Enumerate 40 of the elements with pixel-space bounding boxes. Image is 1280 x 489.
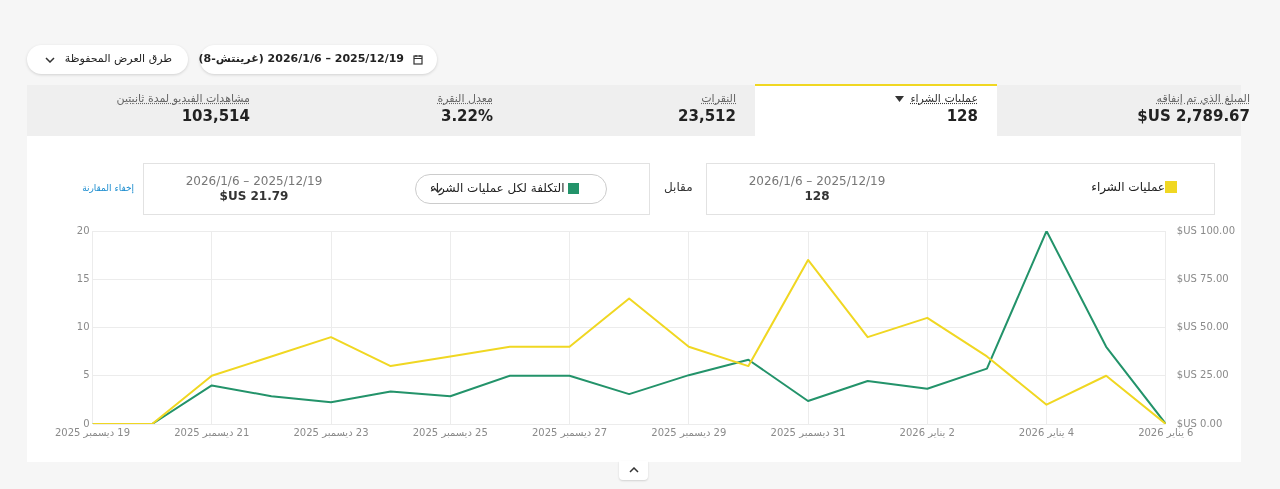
- y-tick-label: 10: [76, 321, 90, 333]
- text: 128: [803, 189, 831, 203]
- text: 23,512: [677, 107, 736, 125]
- x-tick-label: 6 يناير 2026: [1138, 426, 1194, 438]
- y2-tick-label: 100.00 US$: [1176, 224, 1236, 236]
- y-tick-label: 0: [83, 417, 90, 429]
- x-tick-label: 19 ديسمبر 2025: [54, 426, 131, 438]
- text: طرق العرض المحفوظة: [63, 52, 172, 65]
- text: 2025/12/19 – 2026/1/6: [747, 174, 887, 188]
- text: 3.22%: [439, 107, 493, 125]
- text: النقرات: [700, 92, 736, 105]
- y2-tick-label: 0.00 US$: [1176, 417, 1223, 429]
- text: 103,514: [180, 107, 250, 125]
- x-tick-label: 23 ديسمبر 2025: [293, 426, 369, 438]
- y-tick-label: 20: [76, 224, 90, 236]
- y-tick-label: 5: [83, 369, 90, 381]
- x-tick-label: 4 يناير 2026: [1018, 426, 1075, 438]
- text: عمليات الشراء: [909, 92, 978, 105]
- x-tick-label: 31 ديسمبر 2025: [770, 426, 846, 438]
- text: إخفاء المقارنة: [81, 183, 134, 193]
- text: مشاهدات الفيديو لمدة ثانيتين: [115, 92, 250, 105]
- legend-label: التكلفة لكل عمليات الشراء: [430, 181, 565, 195]
- text: $US 2,789.67: [1136, 107, 1250, 125]
- legend-label: عمليات الشراء: [1091, 180, 1165, 194]
- text: $US 21.79: [218, 189, 290, 203]
- text: مقابل: [664, 180, 693, 194]
- text: المبلغ الذي تم إنفاقه: [1155, 92, 1250, 105]
- y2-tick-label: 25.00 US$: [1176, 369, 1229, 381]
- x-tick-label: 25 ديسمبر 2025: [412, 426, 488, 438]
- y2-tick-label: 75.00 US$: [1176, 272, 1229, 284]
- x-tick-label: 21 ديسمبر 2025: [174, 426, 250, 438]
- y2-tick-label: 50.00 US$: [1176, 321, 1229, 333]
- y-tick-label: 15: [76, 272, 90, 284]
- text: معدل النقرة: [436, 92, 493, 105]
- text: 2025/12/19 – 2026/1/6 (غرينتش-8): [198, 52, 404, 65]
- x-tick-label: 2 يناير 2026: [899, 426, 955, 438]
- x-tick-label: 27 ديسمبر 2025: [532, 426, 608, 438]
- x-tick-label: 29 ديسمبر 2025: [651, 426, 727, 438]
- text: 128: [945, 107, 978, 125]
- text: 2025/12/19 – 2026/1/6: [184, 174, 324, 188]
